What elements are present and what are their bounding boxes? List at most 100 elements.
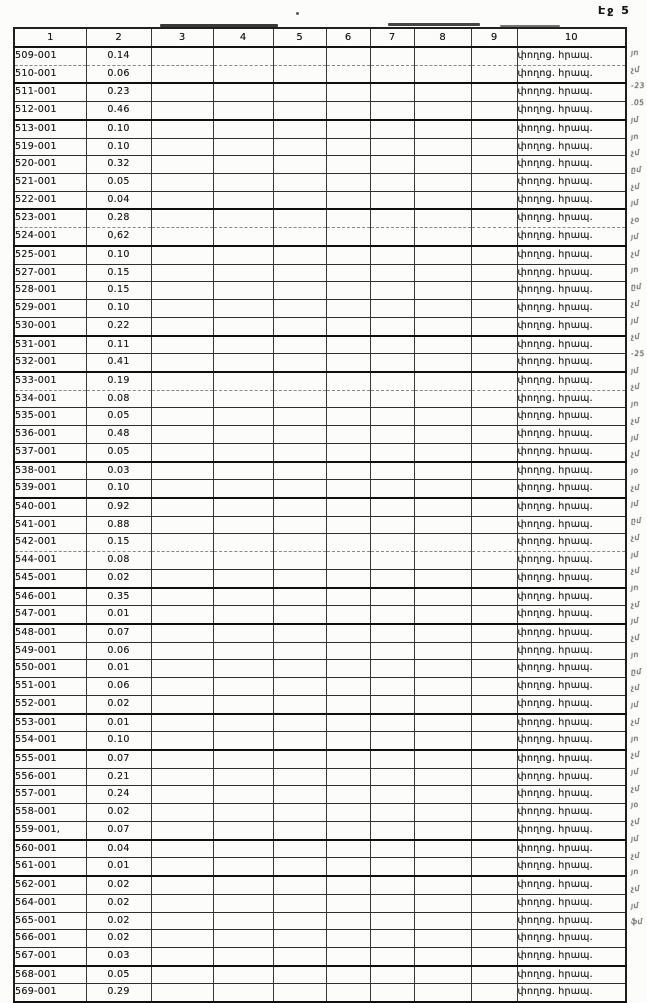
cell-usage-note: փողոց. հրապ. xyxy=(516,839,627,859)
margin-bleedthrough-mark: չօ xyxy=(630,215,640,225)
cell-area-value: 0.01 xyxy=(85,605,152,626)
table-row: 534-001 0.08 փողոց. հրապ. xyxy=(13,390,627,409)
cell-empty xyxy=(212,659,274,679)
cell-empty xyxy=(150,227,214,247)
cell-empty xyxy=(272,876,327,895)
cell-area-value: 0.11 xyxy=(85,335,152,355)
cell-area-value: 0.02 xyxy=(85,803,152,822)
cell-area-value: 0.02 xyxy=(85,876,152,895)
cell-area-value: 0.10 xyxy=(85,138,152,157)
cell-area-value: 0.10 xyxy=(85,119,152,139)
cell-empty xyxy=(470,497,518,517)
margin-bleedthrough-mark: չմ xyxy=(630,449,641,459)
cell-empty xyxy=(369,624,415,643)
cell-empty xyxy=(150,516,214,535)
cell-empty xyxy=(369,983,415,1003)
cell-empty xyxy=(212,768,274,787)
cell-parcel-id: 524-001 xyxy=(13,227,87,247)
cell-empty xyxy=(325,947,371,967)
cell-empty xyxy=(150,317,214,337)
cell-empty xyxy=(212,695,274,715)
cell-empty xyxy=(413,803,472,822)
margin-bleedthrough-mark: չմ xyxy=(630,148,641,158)
cell-parcel-id: 555-001 xyxy=(13,750,87,769)
cell-usage-note: փողոց. հրապ. xyxy=(516,516,627,535)
cell-empty xyxy=(212,209,274,229)
cell-empty xyxy=(212,894,274,913)
cell-empty xyxy=(150,713,214,733)
column-header: 4 xyxy=(212,28,274,48)
cell-empty xyxy=(150,785,214,805)
table-row: 541-001 0.88 փողոց. հրապ. xyxy=(13,516,627,535)
cell-empty xyxy=(150,407,214,427)
cell-usage-note: փողոց. հրապ. xyxy=(516,569,627,589)
table-row: 512-001 0.46 փողոց. հրապ. xyxy=(13,101,627,121)
cell-empty xyxy=(212,785,274,805)
cell-empty xyxy=(212,750,274,769)
cell-empty xyxy=(212,479,274,499)
margin-bleedthrough-mark: չմ xyxy=(630,566,641,576)
table-row: 528-001 0.15 փողոց. հրապ. xyxy=(13,281,627,301)
cell-empty xyxy=(413,857,472,878)
cell-empty xyxy=(150,857,214,878)
table-row: 569-001 0.29 փողոց. հրապ. xyxy=(13,983,627,1003)
cell-empty xyxy=(325,750,371,769)
cell-area-value: 0.04 xyxy=(85,839,152,859)
cell-empty xyxy=(413,569,472,589)
cell-empty xyxy=(470,390,518,409)
cell-empty xyxy=(470,894,518,913)
cell-area-value: 0.41 xyxy=(85,353,152,373)
cell-empty xyxy=(369,227,415,247)
cell-empty xyxy=(272,47,327,66)
cell-parcel-id: 560-001 xyxy=(13,839,87,859)
margin-bleedthrough-mark: յմ xyxy=(630,198,640,208)
cell-empty xyxy=(272,894,327,913)
cell-usage-note: փողոց. հրապ. xyxy=(516,155,627,175)
margin-bleedthrough-mark: յո xyxy=(630,867,640,877)
cell-area-value: 0.10 xyxy=(85,299,152,318)
cell-empty xyxy=(369,101,415,121)
cell-area-value: 0.05 xyxy=(85,407,152,427)
cell-empty xyxy=(150,569,214,589)
margin-bleedthrough-mark: չմ xyxy=(630,298,641,308)
cell-empty xyxy=(369,407,415,427)
cell-empty xyxy=(325,516,371,535)
cell-empty xyxy=(272,443,327,463)
cell-empty xyxy=(325,155,371,175)
column-header: 2 xyxy=(85,28,152,48)
cell-empty xyxy=(325,605,371,626)
cell-usage-note: փողոց. հրապ. xyxy=(516,750,627,769)
cell-empty xyxy=(272,947,327,967)
cell-empty xyxy=(150,443,214,463)
cell-empty xyxy=(413,119,472,139)
table-row: 550-001 0.01 փողոց. հրապ. xyxy=(13,659,627,679)
cell-parcel-id: 548-001 xyxy=(13,624,87,643)
cell-empty xyxy=(413,912,472,931)
margin-bleedthrough-mark: չմ xyxy=(630,884,641,893)
cell-usage-note: փողոց. հրապ. xyxy=(516,245,627,265)
cell-area-value: 0.01 xyxy=(85,857,152,878)
cell-empty xyxy=(413,713,472,733)
margin-bleedthrough-mark: յմ xyxy=(630,549,640,559)
cell-empty xyxy=(150,912,214,931)
cell-empty xyxy=(325,876,371,895)
cell-usage-note: փողոց. հրապ. xyxy=(516,299,627,318)
cell-empty xyxy=(212,965,274,985)
cell-empty xyxy=(369,65,415,85)
margin-bleedthrough-mark: յմ xyxy=(630,499,640,509)
table-row: 567-001 0.03 փողոց. հրապ. xyxy=(13,947,627,967)
cell-empty xyxy=(413,894,472,913)
cell-usage-note: փողոց. հրապ. xyxy=(516,407,627,427)
cell-empty xyxy=(470,785,518,805)
cell-parcel-id: 559-001, xyxy=(13,821,87,841)
cell-empty xyxy=(413,245,472,265)
cell-parcel-id: 558-001 xyxy=(13,803,87,822)
cell-empty xyxy=(272,371,327,391)
cell-usage-note: փողոց. հրապ. xyxy=(516,443,627,463)
cell-empty xyxy=(272,119,327,139)
cell-empty xyxy=(272,299,327,318)
cell-empty xyxy=(413,731,472,752)
cell-area-value: 0.10 xyxy=(85,245,152,265)
margin-bleedthrough-mark: յմ xyxy=(630,616,640,626)
cell-empty xyxy=(470,713,518,733)
